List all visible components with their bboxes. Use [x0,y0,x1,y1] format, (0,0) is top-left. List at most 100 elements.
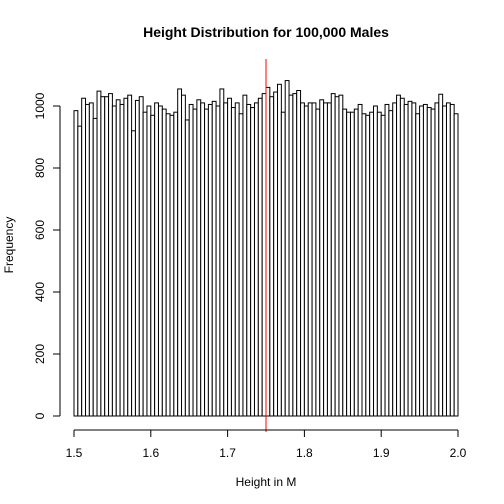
histogram-bar [411,102,417,417]
y-axis-label: Frequency [2,217,16,274]
x-tick-label: 2.0 [450,446,467,460]
histogram-bar [415,113,421,417]
histogram-bar [100,96,106,417]
histogram-bar [138,96,144,417]
x-tick-label: 1.6 [142,446,159,460]
histogram-bar [242,94,248,417]
histogram-bar [200,102,206,417]
histogram-bar [426,107,432,417]
histogram-bar [81,97,87,417]
histogram-bar [388,110,394,417]
histogram-bar [273,91,279,417]
histogram-bar [261,93,267,417]
histogram-bar [150,114,156,417]
histogram-bar [384,103,390,417]
histogram-bar [453,113,459,417]
histogram-bar [119,103,125,417]
histogram-bar [134,99,140,417]
histogram-bar [392,102,398,417]
histogram-bar [73,110,79,417]
histogram-bar [165,113,171,417]
histogram-bar [177,88,183,417]
histogram-bar [373,105,378,417]
histogram-bar [419,105,424,417]
histogram-bar [323,102,328,417]
histogram-bar [349,111,355,417]
histogram-bar [192,108,198,417]
x-tick-label: 1.9 [373,446,390,460]
x-tick-label: 1.7 [219,446,236,460]
histogram-bar [250,107,255,417]
histogram-bar [227,97,232,417]
histogram-bar [342,108,348,417]
histogram-bar [357,103,363,417]
histogram-bar [292,93,298,417]
histogram-bar [300,102,305,417]
histogram-bar [442,105,447,417]
histogram-bar [361,113,367,417]
histogram-bar [430,108,436,417]
histogram-bar [277,83,282,417]
histogram-bar [154,102,159,417]
histogram-bar [188,103,194,417]
histogram-bar [173,111,179,417]
x-axis: 1.5 1.6 1.7 1.8 1.9 2.0 [66,429,467,460]
histogram-bar [123,97,129,417]
histogram-bar [115,99,121,417]
histogram-bar [303,105,309,417]
histogram-bar [215,105,221,417]
histogram-bar [246,103,252,417]
histogram-bar [403,103,409,417]
y-axis: 0 200 400 600 800 1000 [33,92,61,419]
histogram-bar [85,103,90,417]
histogram-bar [326,102,332,417]
histogram-bar [184,119,190,417]
histogram-bar [307,102,313,417]
histogram-bar [146,105,152,417]
histogram-bar [211,100,217,417]
histogram-bar [207,103,213,417]
histogram-bar [434,102,440,417]
histogram-bar [376,111,382,417]
histogram-bar [77,125,83,417]
histogram-bar [223,102,229,417]
y-tick-label: 600 [33,220,47,240]
histogram-bar [169,114,175,417]
histogram-bar [142,111,148,417]
histogram-bar [438,93,444,417]
histogram-bar [253,102,259,417]
histogram-bar [311,102,317,417]
x-tick-label: 1.5 [66,446,83,460]
histogram-bar [269,96,275,417]
x-tick-label: 1.8 [296,446,313,460]
histogram-bar [111,105,117,417]
y-tick-label: 200 [33,344,47,364]
histogram-bar [346,111,351,417]
histogram-bar [131,130,136,417]
histogram-bar [238,113,244,417]
histogram-bar [284,80,290,417]
histogram-bar [196,99,202,417]
histogram-bar [127,94,133,417]
histogram-bar [353,108,359,417]
histogram-bar [288,94,294,417]
histogram-bar [338,94,344,417]
histogram-bar [96,90,102,417]
histogram-bar [230,107,236,417]
histogram-bar [296,90,302,417]
histogram-bar [265,86,271,417]
histogram-bar [407,100,413,417]
y-tick-label: 800 [33,158,47,178]
histogram-bar [219,88,225,417]
histogram-bar [369,111,375,417]
histogram-bar [108,93,113,417]
chart-title: Height Distribution for 100,000 Males [143,24,389,40]
histogram-bar [380,114,386,417]
histogram-bar [88,102,94,417]
histogram-bar [161,108,167,417]
histogram-bar [449,103,455,417]
histogram-bar [396,94,401,417]
x-axis-label: Height in M [236,475,297,489]
y-tick-label: 0 [33,412,47,419]
y-tick-label: 1000 [33,92,47,119]
